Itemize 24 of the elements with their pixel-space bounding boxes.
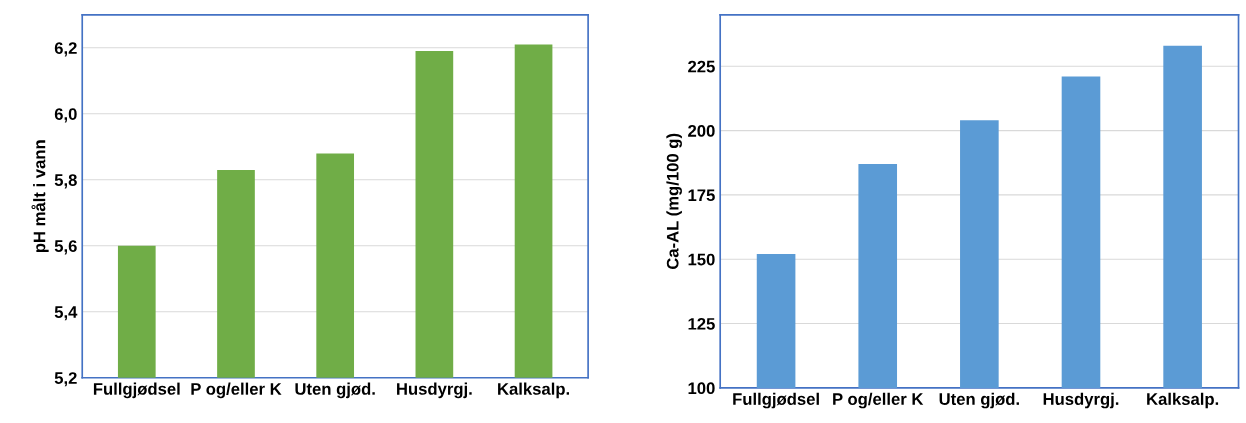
x-tick-label: Husdyrgj. — [1043, 392, 1119, 409]
y-tick-label: 5,6 — [54, 240, 77, 255]
x-tick-label: Kalksalp. — [1147, 392, 1219, 409]
y-tick-label: 100 — [688, 382, 715, 395]
y-tick-label: 5,8 — [54, 174, 77, 189]
y-axis-title: pH målt i vann — [31, 140, 49, 253]
x-tick-label: Uten gjød. — [295, 382, 375, 399]
x-tick-label: Husdyrgj. — [397, 382, 472, 399]
x-tick-label: P og/eller K — [191, 382, 282, 399]
x-tick-label: P og/eller K — [833, 392, 924, 409]
y-tick-label: 125 — [688, 317, 715, 330]
y-tick-label: 6,2 — [54, 42, 77, 57]
y-tick-label: 200 — [688, 124, 715, 137]
y-tick-label: 5,4 — [54, 306, 78, 321]
y-tick-label: 225 — [688, 60, 715, 73]
y-tick-label: 6,0 — [54, 108, 77, 123]
x-tick-label: Uten gjød. — [939, 392, 1019, 409]
y-tick-label: 175 — [688, 189, 715, 202]
y-tick-label: 5,2 — [54, 372, 77, 387]
x-tick-label: Kalksalp. — [498, 382, 570, 399]
x-tick-label: Fullgjødsel — [733, 392, 819, 409]
y-axis-title: Ca-AL (mg/100 g) — [666, 133, 682, 270]
y-tick-label: 150 — [688, 253, 715, 266]
x-tick-label: Fullgjødsel — [93, 382, 180, 399]
